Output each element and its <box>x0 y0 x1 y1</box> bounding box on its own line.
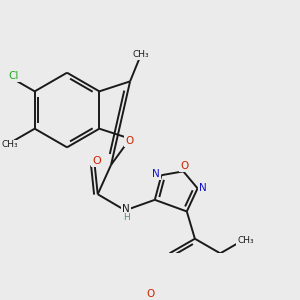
Text: O: O <box>92 156 101 166</box>
Text: N: N <box>199 183 207 194</box>
Text: N: N <box>122 204 130 214</box>
Text: CH₃: CH₃ <box>2 140 18 149</box>
Text: O: O <box>146 289 154 299</box>
Text: O: O <box>125 136 133 146</box>
Text: CH₃: CH₃ <box>237 236 254 245</box>
Text: Cl: Cl <box>8 71 19 81</box>
Text: N: N <box>152 169 160 179</box>
Text: O: O <box>180 161 188 171</box>
Text: CH₃: CH₃ <box>133 50 149 59</box>
Text: H: H <box>123 214 130 223</box>
